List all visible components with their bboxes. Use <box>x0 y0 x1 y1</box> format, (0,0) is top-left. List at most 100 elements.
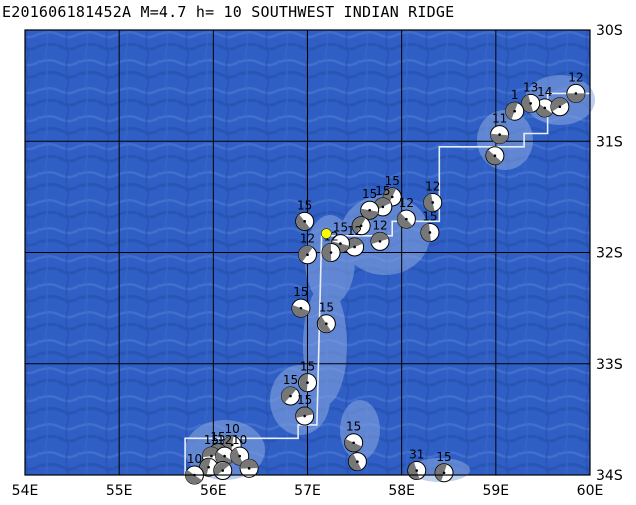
beachball-center <box>247 467 251 470</box>
focal-mechanism[interactable]: 15 <box>316 301 336 334</box>
focal-mechanism[interactable]: 12 <box>215 433 235 466</box>
beachball-center <box>339 242 342 245</box>
focal-mechanism[interactable]: 12 <box>370 218 390 251</box>
focal-mechanisms: 1214131111215151512151215151212121515151… <box>185 70 586 485</box>
depth-label: 31 <box>409 448 424 462</box>
focal-mechanism[interactable]: 15 <box>291 285 311 318</box>
beachball-compression <box>505 102 518 120</box>
focal-mechanism[interactable]: 13 <box>521 80 541 113</box>
focal-mechanism[interactable]: 10 <box>230 433 250 466</box>
x-tick-label: 60E <box>577 483 604 499</box>
focal-mechanism[interactable]: 15 <box>281 373 301 406</box>
axis-tick-labels: 54E 55E 56E 57E 58E 59E 60E 30S 31S 32S 33S 34S <box>12 23 623 499</box>
beachball-center <box>390 195 394 199</box>
beachball-center <box>303 414 306 418</box>
beachball-compression <box>420 223 431 242</box>
focal-mechanism[interactable] <box>485 146 505 166</box>
beachball-compression <box>486 149 502 165</box>
beachball-compression <box>230 447 244 466</box>
focal-mechanism[interactable] <box>351 216 371 236</box>
focal-mechanism[interactable]: 12 <box>423 179 443 212</box>
focal-mechanism[interactable]: 15 <box>420 209 440 242</box>
focal-mechanism[interactable]: 10 <box>185 452 204 485</box>
beachball-center <box>207 465 210 469</box>
beachball-compression <box>240 459 259 469</box>
focal-mechanism[interactable]: 11 <box>490 112 510 145</box>
beachball-center <box>405 217 408 221</box>
beachball-center <box>498 133 501 136</box>
beachball-center <box>529 102 532 105</box>
depth-label: 12 <box>347 224 362 238</box>
focal-mechanism[interactable]: 12 <box>345 224 365 257</box>
focal-mechanism[interactable]: 15 <box>360 187 380 220</box>
beachball-compression <box>291 305 310 318</box>
beachball-center <box>415 469 419 472</box>
focal-mechanism[interactable]: 12 <box>396 196 416 229</box>
beachball-compression <box>423 193 435 212</box>
map-title: E201606181452A M=4.7 h= 10 SOUTHWEST IND… <box>2 3 455 21</box>
beachball-compression <box>281 386 297 403</box>
focal-mechanism[interactable]: 15 <box>295 198 315 231</box>
focal-mechanism[interactable] <box>213 461 233 481</box>
beachball-center <box>356 460 359 463</box>
y-tick-label: 31S <box>596 134 623 150</box>
beachball-compression <box>435 463 447 482</box>
beachball-compression <box>298 245 313 262</box>
focal-mechanism[interactable]: 12 <box>298 232 317 265</box>
focal-mechanism[interactable]: 12 <box>566 70 586 103</box>
beachball-compression <box>322 243 332 262</box>
beachball-center <box>431 201 435 204</box>
beachball-compression <box>295 407 314 418</box>
beachball-compression <box>345 238 363 251</box>
focal-mechanism[interactable]: 15 <box>434 450 454 483</box>
depth-label: 13 <box>523 80 538 94</box>
depth-label: 15 <box>422 209 437 223</box>
beachball-compression <box>490 133 509 144</box>
depth-label: 15 <box>436 450 451 464</box>
focal-mechanism[interactable]: 15 <box>344 420 364 453</box>
focal-mechanism[interactable]: 15 <box>298 360 317 393</box>
epicenter-marker[interactable] <box>321 228 332 239</box>
beachball-compression <box>318 316 332 333</box>
beachball-center <box>543 106 547 110</box>
y-tick-label: 32S <box>596 246 623 262</box>
focal-mechanism[interactable]: 15 <box>295 393 315 426</box>
depth-label: 11 <box>492 112 507 126</box>
depth-label: 15 <box>333 221 348 235</box>
depth-label: 15 <box>385 174 400 188</box>
focal-mechanism[interactable]: 1 <box>505 88 525 121</box>
focal-mechanism[interactable] <box>550 97 570 117</box>
beachball-compression <box>371 232 389 244</box>
beachball-center <box>558 105 562 109</box>
depth-label: 12 <box>300 232 315 246</box>
depth-label: 15 <box>346 420 361 434</box>
focal-mechanism[interactable] <box>239 458 259 478</box>
depth-label: 15 <box>375 184 390 198</box>
depth-label: 12 <box>372 218 387 232</box>
beachball-compression <box>352 216 366 234</box>
beachball-center <box>289 394 292 398</box>
focal-mechanism[interactable] <box>347 452 367 472</box>
depth-label: 15 <box>204 433 219 447</box>
beachball-center <box>352 441 355 445</box>
depth-label: 12 <box>399 196 414 210</box>
beachball-center <box>381 205 385 209</box>
beachball-center <box>223 454 226 458</box>
x-tick-label: 59E <box>482 483 509 499</box>
beachball-compression <box>397 212 413 229</box>
focal-mechanism[interactable]: 12 <box>321 230 341 262</box>
beachball-center <box>210 454 213 458</box>
depth-label: 10 <box>187 452 202 466</box>
beachball-center <box>306 381 309 384</box>
beachball-compression <box>348 453 362 471</box>
beachball-compression <box>214 462 230 477</box>
x-tick-label: 57E <box>294 483 321 499</box>
y-tick-label: 33S <box>596 357 623 373</box>
beachball-center <box>353 245 356 249</box>
beachball-center <box>306 253 309 257</box>
depth-label: 12 <box>217 433 232 447</box>
beachball-center <box>513 109 516 113</box>
depth-label: 14 <box>537 85 552 99</box>
y-tick-label: 34S <box>596 468 623 484</box>
